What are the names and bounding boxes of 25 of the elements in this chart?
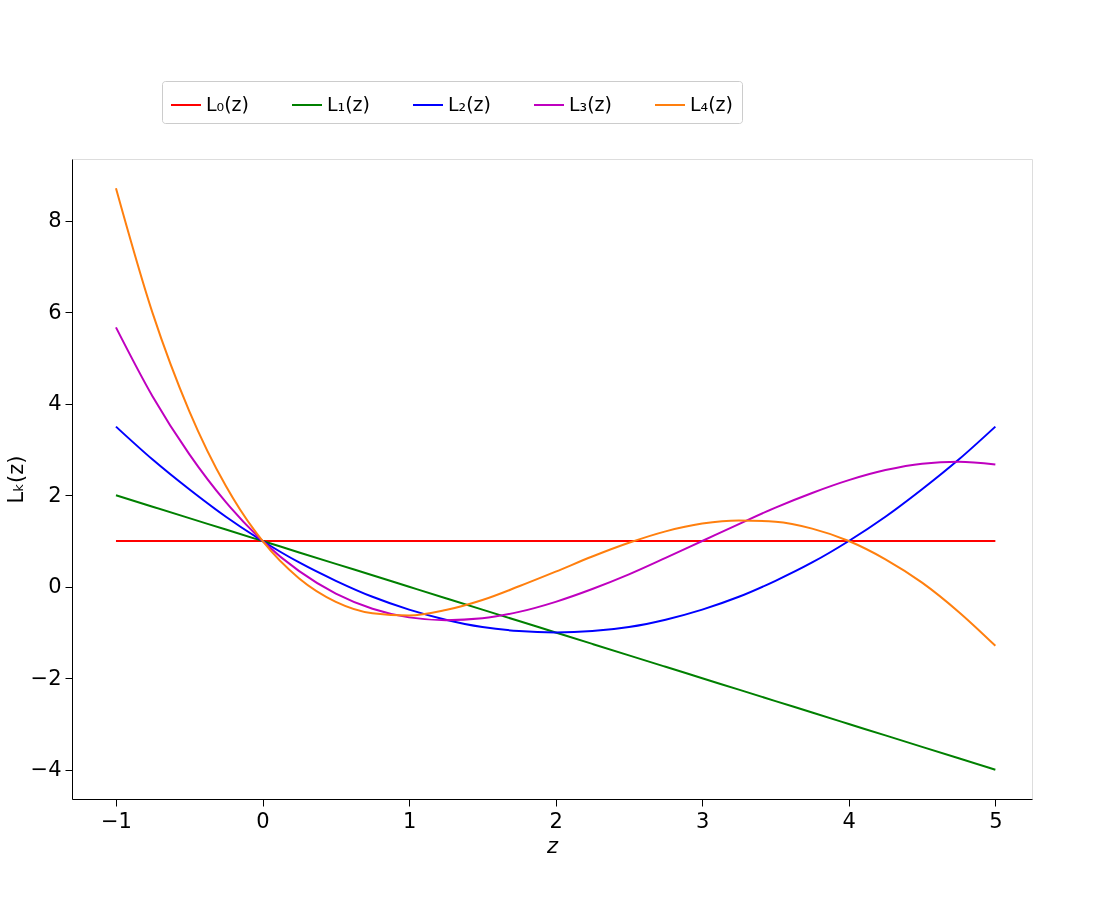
legend-label: L₃(z): [569, 93, 613, 115]
line-series: [114, 494, 997, 771]
line-series: [114, 425, 997, 634]
y-axis-title: Lₖ(z): [3, 455, 28, 504]
x-tick-label: 3: [696, 808, 710, 833]
x-axis-title: z: [545, 833, 559, 858]
y-tick-label: 4: [48, 391, 62, 416]
x-tick-label: −1: [100, 808, 132, 833]
line-series: [114, 187, 997, 647]
legend-label: L₁(z): [327, 93, 371, 115]
y-tick-label: 2: [48, 482, 62, 507]
y-tick-label: 0: [48, 574, 62, 599]
legend-label: L₂(z): [448, 93, 492, 115]
x-tick-label: 5: [989, 808, 1003, 833]
y-tick-label: −2: [30, 665, 62, 690]
x-tick-label: 2: [549, 808, 563, 833]
legend-label: L₀(z): [206, 93, 250, 115]
x-tick-label: 4: [842, 808, 856, 833]
line-series: [114, 326, 997, 622]
x-tick-label: 1: [402, 808, 417, 833]
y-tick-label: 6: [48, 299, 62, 324]
y-tick-label: −4: [30, 757, 62, 782]
x-tick-label: 0: [256, 808, 270, 833]
legend-label: L₄(z): [690, 93, 734, 115]
y-tick-label: 8: [48, 208, 62, 233]
